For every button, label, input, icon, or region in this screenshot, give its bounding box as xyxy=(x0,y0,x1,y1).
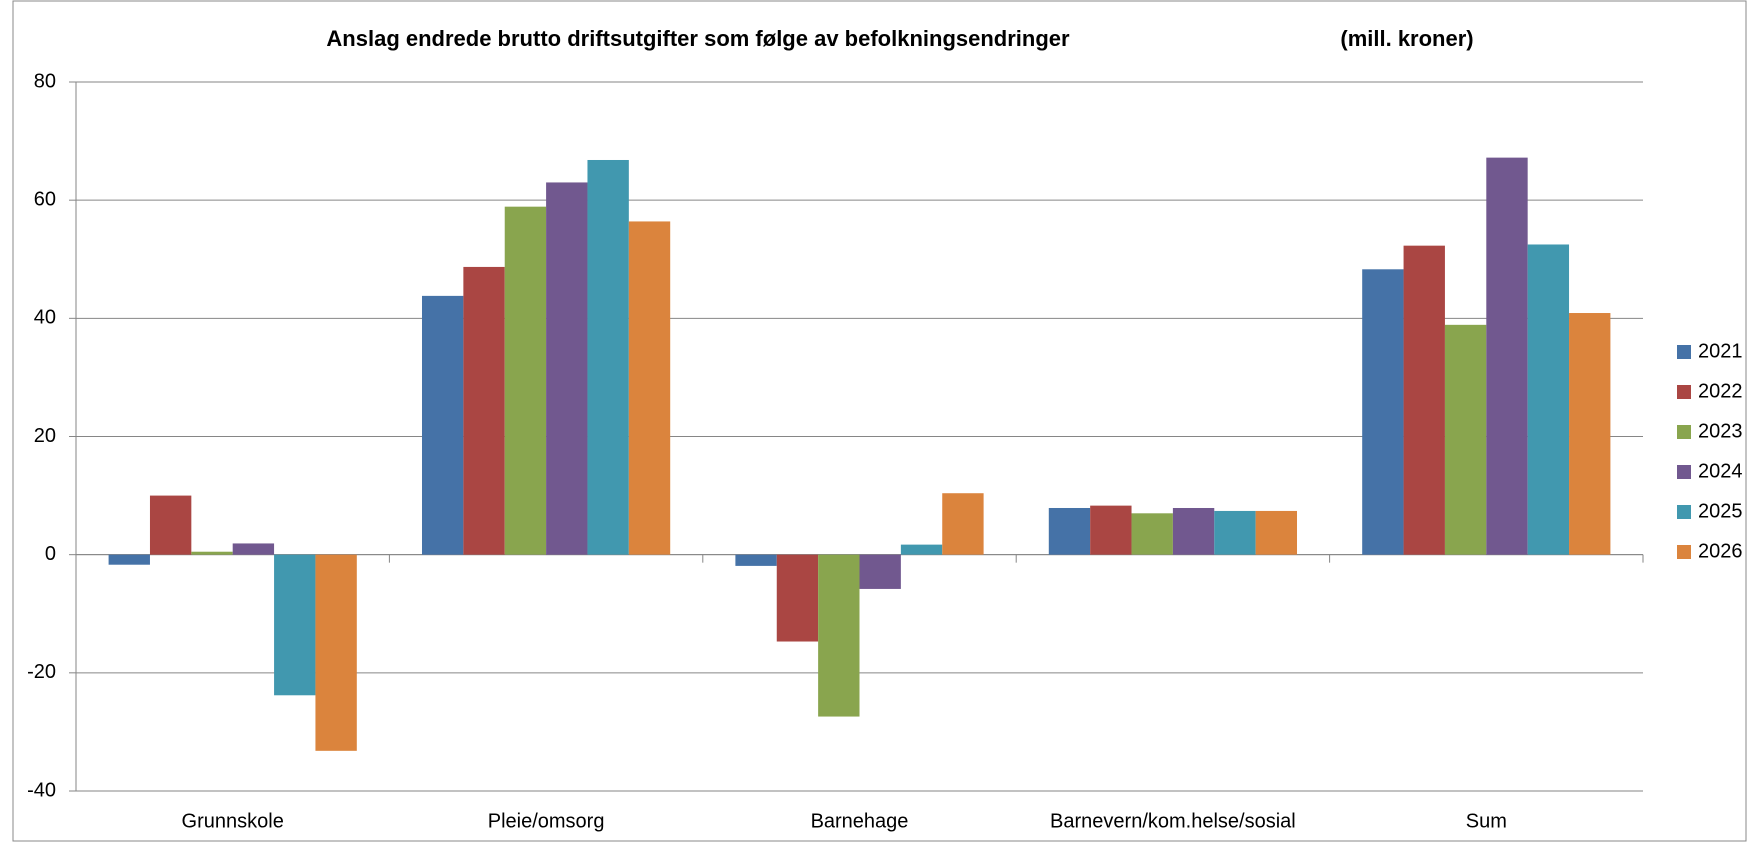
bar xyxy=(1048,507,1091,555)
bar xyxy=(1486,157,1528,555)
y-tick-label: -40 xyxy=(27,779,56,801)
y-tick-label: 0 xyxy=(45,543,56,565)
bar xyxy=(504,206,547,555)
bar xyxy=(1527,244,1570,555)
bar xyxy=(942,493,984,555)
chart-title: Anslag endrede brutto driftsutgifter som… xyxy=(326,26,1070,51)
bar xyxy=(1131,513,1173,555)
legend-label: 2026 xyxy=(1698,540,1743,562)
bar xyxy=(191,551,233,555)
legend-label: 2023 xyxy=(1698,420,1743,442)
x-tick-label: Barnehage xyxy=(811,810,909,832)
legend-label: 2025 xyxy=(1698,500,1743,522)
legend-label: 2021 xyxy=(1698,340,1743,362)
bar xyxy=(628,221,671,555)
unit-label: (mill. kroner) xyxy=(1340,26,1473,51)
x-tick-label: Sum xyxy=(1466,810,1507,832)
bar xyxy=(1214,510,1256,555)
x-tick-label: Grunnskole xyxy=(182,810,284,832)
bar xyxy=(149,495,192,555)
bar xyxy=(735,554,777,566)
bar xyxy=(315,554,357,751)
bar xyxy=(1444,324,1487,555)
bar xyxy=(546,182,588,555)
y-tick-label: 80 xyxy=(34,70,56,92)
bar xyxy=(463,266,505,555)
bar xyxy=(587,159,629,555)
legend-swatch xyxy=(1677,345,1691,359)
legend-swatch xyxy=(1677,465,1691,479)
bar xyxy=(232,543,275,555)
legend-swatch xyxy=(1677,545,1691,559)
legend-swatch xyxy=(1677,425,1691,439)
bar xyxy=(1172,507,1215,555)
bar xyxy=(108,554,150,565)
y-tick-label: 20 xyxy=(34,425,56,447)
bar xyxy=(421,295,464,555)
bar xyxy=(1403,245,1445,555)
bar xyxy=(274,554,316,696)
x-tick-label: Pleie/omsorg xyxy=(488,810,605,832)
y-tick-label: -20 xyxy=(27,661,56,683)
y-tick-label: 40 xyxy=(34,307,56,329)
legend-label: 2024 xyxy=(1698,460,1743,482)
bar xyxy=(1362,269,1404,555)
y-tick-label: 60 xyxy=(34,188,56,210)
bar xyxy=(859,554,901,589)
bar xyxy=(1569,313,1611,555)
x-tick-label: Barnevern/kom.helse/sosial xyxy=(1050,810,1296,832)
bar xyxy=(818,554,860,717)
bar xyxy=(1255,510,1298,555)
bar xyxy=(900,544,943,555)
legend-label: 2022 xyxy=(1698,380,1743,402)
legend-swatch xyxy=(1677,385,1691,399)
legend-swatch xyxy=(1677,505,1691,519)
bar xyxy=(776,554,819,642)
bar xyxy=(1090,505,1132,555)
